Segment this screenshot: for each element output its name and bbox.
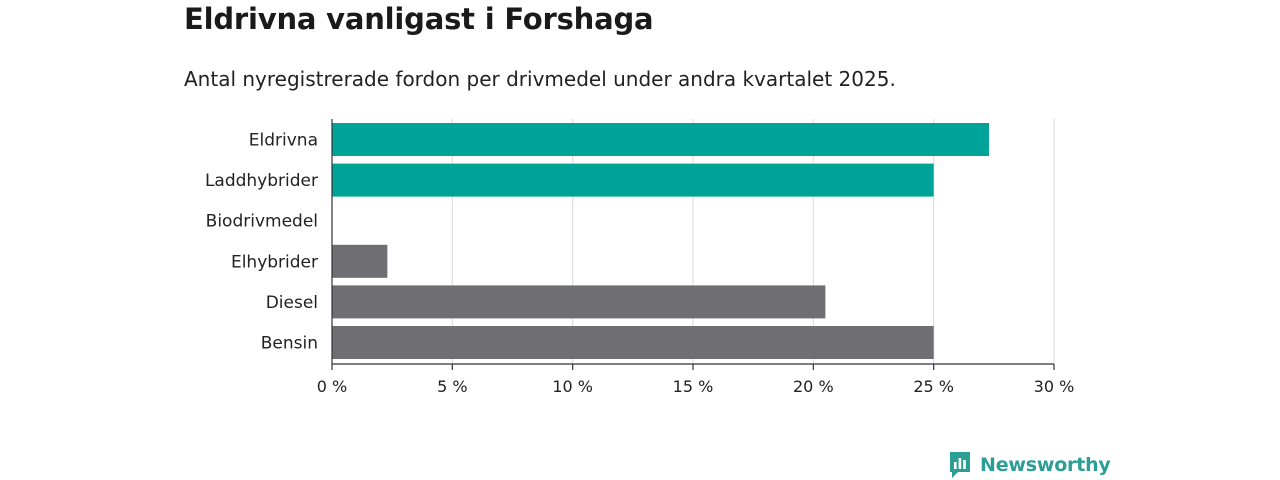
x-tick-label: 20 % xyxy=(793,377,834,396)
category-label: Elhybrider xyxy=(231,252,318,272)
x-axis: 0 % 5 % 10 % 15 % 20 % 25 % 30 % xyxy=(317,119,1075,396)
chart-subtitle: Antal nyregistrerade fordon per drivmede… xyxy=(184,67,896,91)
bar-elhybrider xyxy=(332,244,388,278)
bar-laddhybrider xyxy=(332,163,934,197)
x-tick-label: 30 % xyxy=(1034,377,1075,396)
category-label: Diesel xyxy=(266,293,318,313)
category-label: Bensin xyxy=(261,334,318,354)
x-tick-label: 10 % xyxy=(552,377,593,396)
grid-lines xyxy=(451,119,1055,364)
newsworthy-icon xyxy=(950,452,970,478)
x-tick-label: 0 % xyxy=(317,377,347,396)
category-label: Biodrivmedel xyxy=(206,212,318,232)
bars xyxy=(332,123,990,359)
bar-diesel xyxy=(332,285,826,319)
newsworthy-logo: Newsworthy xyxy=(948,450,1111,480)
x-tick-label: 25 % xyxy=(913,377,954,396)
brand-name: Newsworthy xyxy=(980,454,1111,476)
category-label: Eldrivna xyxy=(249,131,318,151)
x-tick-label: 15 % xyxy=(673,377,714,396)
x-tick-label: 5 % xyxy=(437,377,467,396)
chart-title: Eldrivna vanligast i Forshaga xyxy=(184,2,654,36)
bar-eldrivna xyxy=(332,123,990,156)
category-labels: Eldrivna Laddhybrider Biodrivmedel Elhybrid… xyxy=(205,131,318,354)
bar-bensin xyxy=(332,326,934,359)
category-label: Laddhybrider xyxy=(205,171,318,191)
